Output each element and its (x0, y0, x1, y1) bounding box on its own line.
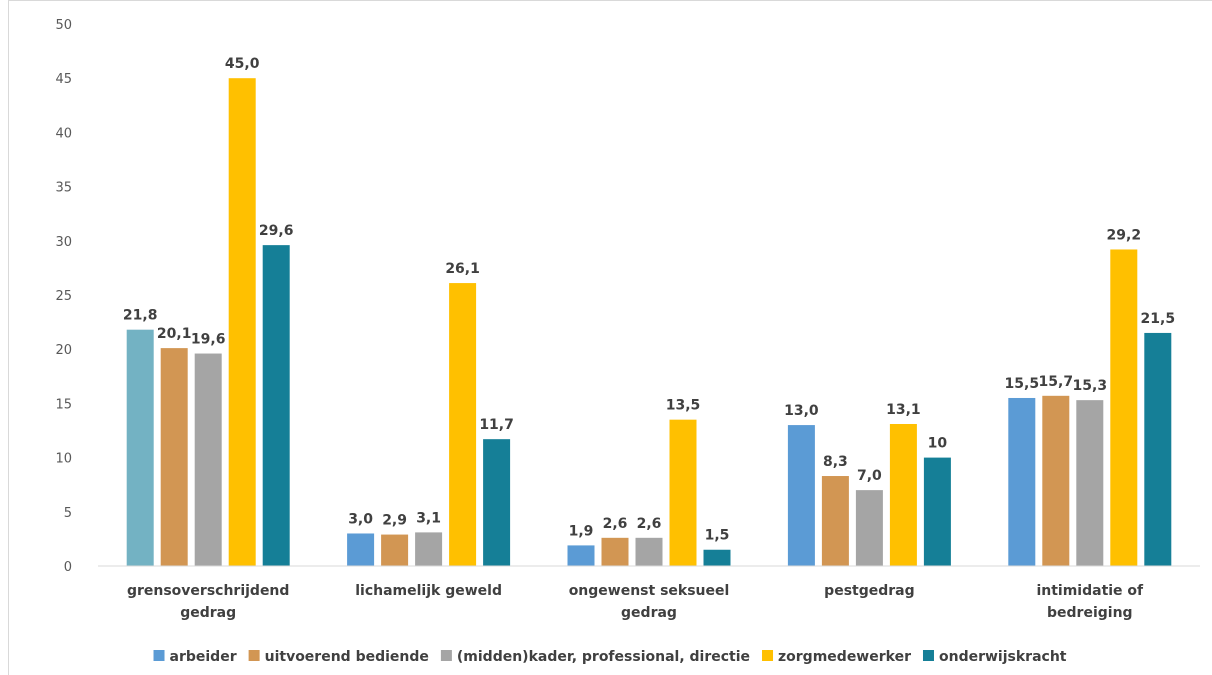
bar (126, 329, 154, 566)
bar (415, 532, 443, 566)
legend-item: arbeider (153, 649, 237, 665)
bar (194, 353, 222, 566)
data-label: 2,6 (603, 516, 628, 532)
category-label: gedrag (180, 605, 236, 621)
legend-label: uitvoerend bediende (265, 649, 429, 665)
legend-label: zorgmedewerker (778, 649, 911, 665)
data-label: 13,1 (886, 402, 921, 418)
y-tick-label: 50 (55, 18, 72, 33)
data-label: 29,6 (259, 223, 294, 239)
data-label: 13,0 (784, 403, 819, 419)
data-label: 3,0 (348, 511, 373, 527)
bar (669, 419, 697, 566)
data-label: 3,1 (416, 510, 441, 526)
data-label: 13,5 (666, 398, 701, 414)
bar (1076, 400, 1104, 566)
data-label: 15,3 (1073, 378, 1108, 394)
data-label: 8,3 (823, 454, 848, 470)
bar (1042, 395, 1070, 566)
data-label: 29,2 (1107, 227, 1142, 243)
y-tick-label: 10 (55, 452, 72, 467)
y-axis: 0 5 10 15 20 25 30 35 40 45 50 (55, 18, 72, 575)
legend-swatch (153, 650, 165, 661)
y-tick-label: 15 (55, 397, 72, 412)
legend-item: zorgmedewerker (762, 649, 911, 665)
bar (567, 545, 595, 566)
bar (449, 283, 477, 566)
data-label: 2,6 (637, 516, 662, 532)
bar (483, 439, 511, 566)
data-label: 15,7 (1039, 374, 1074, 390)
category-label: ongewenst seksueel (569, 583, 730, 599)
bar (855, 490, 883, 566)
data-label: 21,5 (1141, 311, 1176, 327)
data-label: 11,7 (479, 417, 514, 433)
bar (923, 457, 951, 566)
data-label: 20,1 (157, 326, 192, 342)
data-label: 7,0 (857, 468, 882, 484)
category-labels-group: grensoverschrijdend gedrag lichamelijk gew… (127, 583, 1144, 621)
bar (347, 533, 375, 566)
category-label: bedreiging (1047, 605, 1133, 621)
chart-frame (8, 0, 1212, 675)
bars-group (126, 78, 1172, 567)
y-tick-label: 40 (55, 126, 72, 141)
bar (703, 549, 731, 566)
y-tick-label: 0 (64, 560, 72, 575)
bar (228, 78, 256, 566)
bar (381, 534, 409, 566)
category-label: intimidatie of (1036, 583, 1144, 599)
bar (635, 537, 663, 566)
category-label: lichamelijk geweld (355, 583, 502, 599)
legend-label: onderwijskracht (939, 649, 1067, 665)
y-tick-label: 25 (55, 289, 72, 304)
data-label: 10 (928, 436, 948, 452)
y-tick-label: 35 (55, 181, 72, 196)
data-label: 15,5 (1005, 376, 1040, 392)
legend-item: uitvoerend bediende (248, 649, 429, 665)
legend-swatch (248, 650, 260, 661)
legend: arbeider uitvoerend bediende (midden)kader… (153, 649, 1067, 665)
data-label: 26,1 (445, 261, 480, 277)
bar (1144, 332, 1172, 566)
y-tick-label: 45 (55, 72, 72, 87)
data-labels-group: 21,8 20,1 19,6 45,0 29,6 3,0 2,9 3,1 26,1 11,7 1,9… (123, 56, 1175, 544)
legend-label: (midden)kader, professional, directie (457, 649, 750, 665)
legend-swatch (440, 650, 452, 661)
category-label: gedrag (621, 605, 677, 621)
bar (601, 537, 629, 566)
data-label: 45,0 (225, 56, 260, 72)
legend-swatch (922, 650, 934, 661)
data-label: 1,9 (569, 523, 594, 539)
legend-swatch (762, 650, 774, 661)
bar (160, 348, 188, 566)
bar (1110, 249, 1138, 567)
category-label: pestgedrag (824, 583, 914, 599)
bar (262, 245, 290, 567)
data-label: 2,9 (382, 513, 407, 529)
bar (821, 476, 849, 566)
y-tick-label: 30 (55, 235, 72, 250)
data-label: 1,5 (705, 528, 730, 544)
bar (1008, 397, 1036, 566)
legend-label: arbeider (170, 649, 237, 665)
category-label: grensoverschrijdend (127, 583, 289, 599)
data-label: 21,8 (123, 308, 158, 324)
bar (787, 425, 815, 566)
legend-item: onderwijskracht (922, 649, 1067, 665)
bar (889, 423, 917, 566)
y-tick-label: 20 (55, 343, 72, 358)
y-tick-label: 5 (64, 506, 72, 521)
legend-item: (midden)kader, professional, directie (440, 649, 750, 665)
data-label: 19,6 (191, 332, 226, 348)
